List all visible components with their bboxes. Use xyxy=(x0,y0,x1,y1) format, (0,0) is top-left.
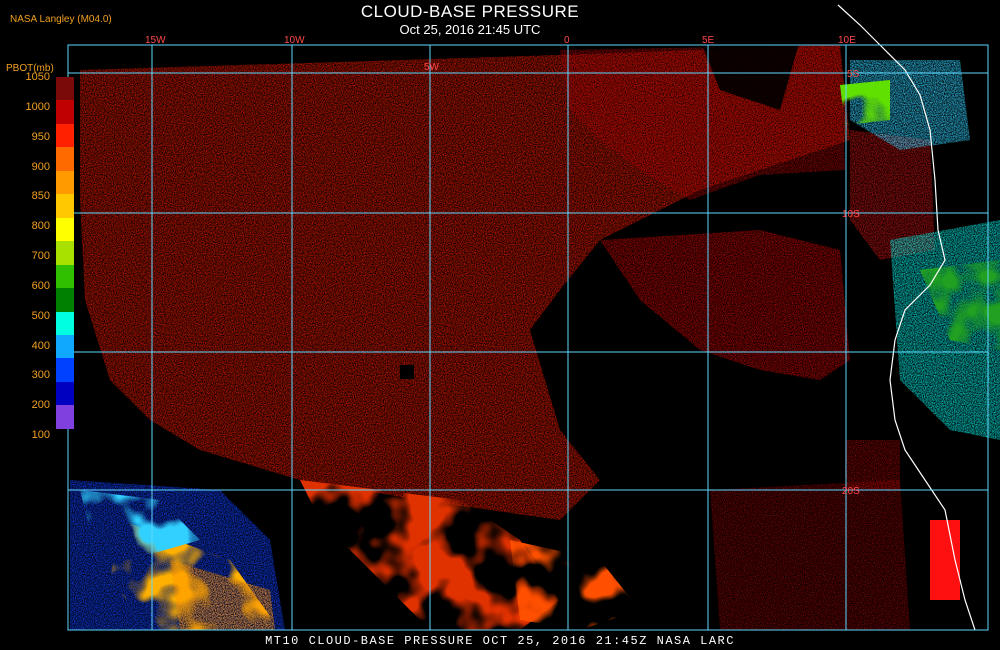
legend-swatch xyxy=(56,170,74,195)
lon-label-10e: 10E xyxy=(838,35,856,46)
legend-tick-label: 200 xyxy=(31,399,50,412)
legend-tick-label: 1000 xyxy=(25,100,50,113)
map-title: CLOUD-BASE PRESSURE xyxy=(360,2,580,21)
legend-tick-label: 800 xyxy=(31,220,50,233)
legend-swatch xyxy=(56,264,74,289)
legend-swatch xyxy=(56,381,74,406)
legend-tick-label: 700 xyxy=(31,250,50,262)
legend-tick-label: 1050 xyxy=(25,71,50,83)
legend-tick-label: 600 xyxy=(31,279,50,292)
lon-label-5w: 5W xyxy=(424,62,440,73)
legend-tick-label: 900 xyxy=(31,160,50,173)
lat-label-5s: 5S xyxy=(847,69,860,80)
lat-label-20s: 20S xyxy=(842,486,860,497)
lat-label-10s: 10S xyxy=(842,209,860,220)
lat-lon-grid xyxy=(67,44,989,631)
lon-label-0: 0 xyxy=(564,35,570,46)
legend-swatch xyxy=(56,311,74,335)
legend-tick-label: 300 xyxy=(31,369,50,382)
coastline xyxy=(837,4,976,631)
legend-swatch xyxy=(56,123,74,148)
legend-swatch xyxy=(56,77,74,101)
legend-swatch xyxy=(56,194,74,218)
lon-label-5e: 5E xyxy=(702,35,715,46)
map-subtitle: Oct 25, 2016 21:45 UTC xyxy=(399,22,541,37)
legend-tick-label: 400 xyxy=(31,339,50,352)
agency-label: NASA Langley (M04.0) xyxy=(10,14,112,25)
legend-swatch xyxy=(56,334,74,359)
legend-swatch xyxy=(56,288,74,312)
legend-tick-label: 850 xyxy=(31,190,50,203)
lon-label-10w: 10W xyxy=(284,35,305,46)
lon-label-15w: 15W xyxy=(145,35,166,46)
legend-tick-label: 500 xyxy=(31,309,50,322)
legend-swatch xyxy=(56,100,74,124)
legend-swatch xyxy=(56,217,74,242)
legend-swatch xyxy=(56,241,74,265)
legend-title: PBOT(mb) xyxy=(6,63,54,74)
color-legend xyxy=(56,77,74,429)
legend-swatch xyxy=(56,147,74,171)
legend-swatch xyxy=(56,358,74,382)
legend-tick-label: 950 xyxy=(31,130,50,143)
legend-swatch xyxy=(56,405,74,429)
legend-tick-label: 100 xyxy=(31,429,50,441)
footer-caption: MT10 CLOUD-BASE PRESSURE OCT 25, 2016 21… xyxy=(265,634,735,648)
